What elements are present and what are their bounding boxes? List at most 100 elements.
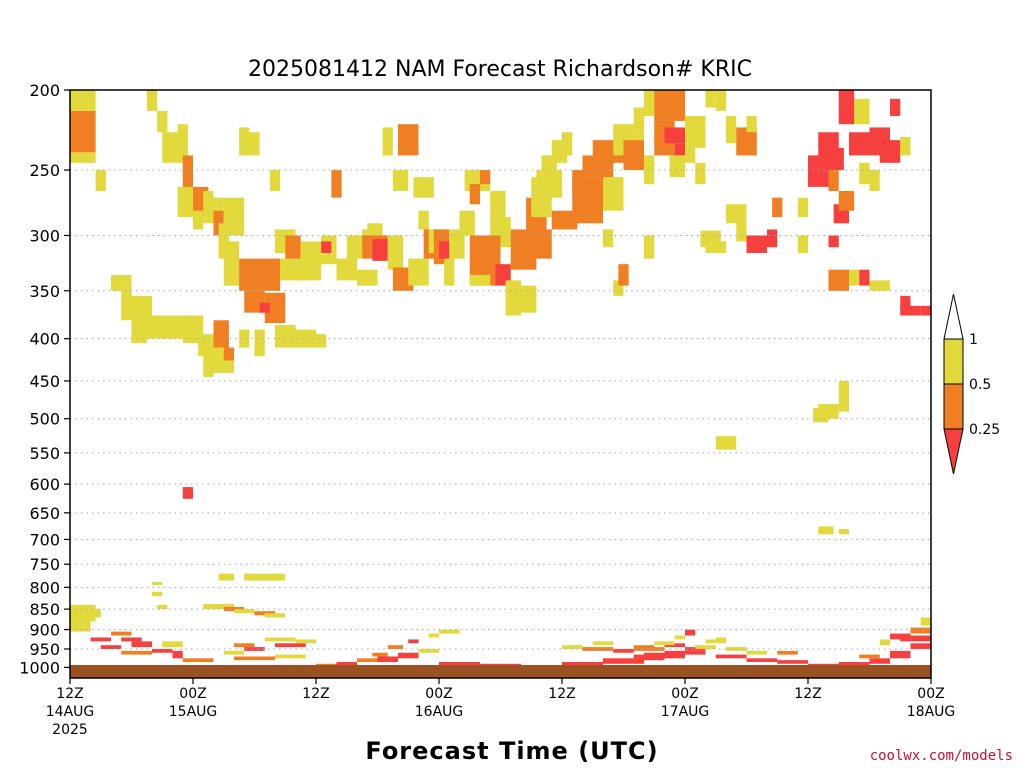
y-tick-label: 450	[29, 372, 60, 391]
heatmap-cell	[674, 143, 685, 156]
heatmap-cell	[331, 170, 342, 198]
heatmap-cell	[838, 190, 855, 211]
heatmap-cell	[654, 90, 685, 121]
heatmap-cell	[633, 107, 644, 141]
heatmap-cell	[146, 90, 158, 111]
heatmap-cell	[152, 591, 163, 597]
heatmap-cell	[239, 329, 250, 348]
x-axis-label: Forecast Time (UTC)	[365, 737, 658, 765]
heatmap-cell	[264, 292, 286, 324]
heatmap-cell	[838, 661, 870, 666]
legend-swatch-0.25-0.5	[943, 383, 964, 430]
heatmap-cell	[121, 275, 132, 321]
heatmap-cell	[223, 347, 234, 361]
heatmap-cell	[213, 210, 224, 236]
x-tick-label: 2025	[52, 722, 88, 738]
heatmap-cell	[613, 280, 624, 296]
y-tick-label: 750	[29, 555, 60, 574]
credit-link[interactable]: coolwx.com/models	[870, 748, 1013, 764]
heatmap-cell	[613, 648, 634, 653]
heatmap-cell	[203, 603, 234, 610]
heatmap-cell	[603, 177, 624, 211]
y-tick-label: 950	[29, 640, 60, 659]
heatmap-cell	[444, 258, 455, 286]
heatmap-cell	[372, 652, 388, 657]
heatmap-cell	[582, 647, 614, 651]
y-tick-label: 200	[29, 81, 60, 100]
heatmap-cell	[746, 235, 767, 253]
heatmap-cell	[182, 155, 193, 191]
heatmap-cell	[280, 258, 306, 281]
legend-swatch-0.5-1	[943, 338, 964, 385]
heatmap-cell	[70, 110, 96, 153]
heatmap-cell	[685, 629, 696, 636]
heatmap-cell	[295, 329, 316, 348]
heatmap-cell	[193, 210, 204, 230]
heatmap-cell	[797, 197, 808, 218]
heatmap-cell	[182, 487, 193, 499]
heatmap-cell	[623, 140, 644, 171]
heatmap-cell	[387, 645, 404, 649]
heatmap-cell	[890, 98, 901, 116]
x-tick-label: 12Z	[56, 686, 83, 702]
heatmap-cell	[705, 241, 726, 253]
heatmap-cell	[157, 110, 168, 133]
x-tick-label: 17AUG	[661, 704, 710, 720]
heatmap-cell	[500, 217, 511, 248]
heatmap-cell	[70, 152, 96, 163]
y-tick-label: 250	[29, 161, 60, 180]
x-tick-label: 12Z	[548, 686, 575, 702]
heatmap-cell	[495, 264, 511, 286]
heatmap-cell	[859, 162, 870, 185]
heatmap-cell	[797, 235, 808, 253]
heatmap-cell	[152, 581, 163, 586]
heatmap-cell	[777, 660, 808, 664]
heatmap-cell	[633, 645, 655, 649]
y-tick-label: 650	[29, 504, 60, 523]
heatmap-cell	[715, 436, 737, 450]
y-tick-label: 850	[29, 600, 60, 619]
x-tick-label: 12Z	[302, 686, 329, 702]
heatmap-cell	[408, 258, 429, 286]
y-tick-label: 800	[29, 578, 60, 597]
heatmap-cell	[398, 652, 419, 659]
y-tick-label: 600	[29, 475, 60, 494]
heatmap-cell	[387, 235, 404, 270]
heatmap-cell	[746, 650, 767, 655]
heatmap-cell	[726, 115, 737, 144]
x-tick-label: 00Z	[179, 686, 206, 702]
heatmap-cell	[715, 90, 726, 111]
heatmap-cell	[746, 115, 757, 133]
heatmap-cell	[70, 90, 96, 111]
heatmap-cell	[428, 633, 439, 638]
chart-title: 2025081412 NAM Forecast Richardson# KRIC	[248, 57, 752, 82]
heatmap-cell	[193, 658, 214, 662]
heatmap-cell	[300, 241, 322, 281]
heatmap-cell	[264, 637, 296, 642]
heatmap-cell	[439, 629, 460, 634]
y-tick-label: 300	[29, 226, 60, 245]
heatmap-cell	[234, 609, 255, 614]
y-tick-label: 700	[29, 530, 60, 549]
heatmap-cell	[705, 90, 716, 108]
ground-layer	[70, 665, 931, 678]
heatmap-cell	[223, 241, 240, 286]
legend-label: 1	[969, 332, 978, 348]
heatmap-cell	[95, 170, 106, 191]
heatmap-cell	[111, 631, 132, 636]
heatmap-cell	[920, 617, 931, 626]
heatmap-cell	[603, 229, 614, 248]
heatmap-cell	[418, 210, 429, 230]
heatmap-cell	[413, 177, 434, 198]
legend-label: 0.25	[969, 422, 1000, 438]
heatmap-cell	[572, 177, 603, 224]
heatmap-cell	[90, 637, 111, 642]
heatmap-cell	[275, 643, 306, 648]
heatmap-cell	[551, 210, 578, 230]
heatmap-cell	[295, 639, 316, 644]
heatmap-cell	[162, 641, 183, 648]
heatmap-cell	[275, 324, 296, 348]
heatmap-cell	[316, 334, 327, 348]
heatmap-cell	[357, 658, 378, 662]
x-tick-label: 16AUG	[415, 704, 464, 720]
